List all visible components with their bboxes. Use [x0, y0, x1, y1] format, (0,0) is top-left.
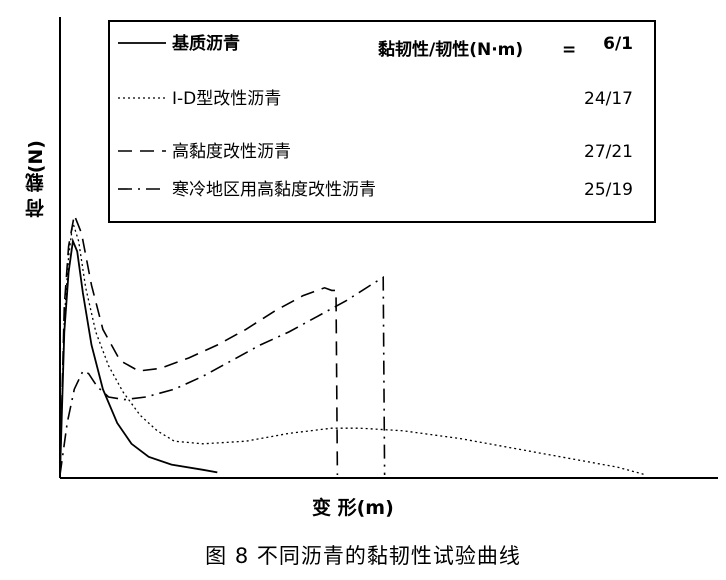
figure-caption: 图 8 不同沥青的黏韧性试验曲线	[205, 544, 521, 568]
legend-ratio-2: 24/17	[584, 89, 633, 109]
legend-box	[108, 20, 656, 223]
legend-label-1: 基质沥青	[171, 33, 240, 54]
legend-ratio-1: 6/1	[603, 34, 633, 54]
series-line-2	[59, 222, 647, 476]
legend-header: 黏韧性/韧性(N·m)	[378, 39, 523, 60]
legend-label-3: 高黏度改性沥青	[172, 142, 291, 162]
series-line-4	[59, 275, 386, 476]
legend: 基质沥青 6/1 I-D型改性沥青 24/17 高黏度改性沥青 27/21 寒冷地区用高黏度…	[118, 33, 633, 200]
curves	[59, 212, 647, 476]
legend-label-2: I-D型改性沥青	[172, 89, 281, 109]
series-line-1	[59, 237, 218, 476]
legend-header-equals: =	[562, 40, 576, 60]
chart-svg: 黏韧性/韧性(N·m) = 基质沥青 6/1 I-D型改性沥青 24/17 高黏度改性沥…	[59, 17, 718, 479]
legend-ratio-3: 27/21	[584, 142, 633, 162]
legend-label-4: 寒冷地区用高黏度改性沥青	[172, 180, 376, 200]
series-line-3	[59, 212, 339, 476]
x-axis-label: 变 形(m)	[312, 497, 394, 519]
legend-ratio-4: 25/19	[584, 180, 633, 200]
